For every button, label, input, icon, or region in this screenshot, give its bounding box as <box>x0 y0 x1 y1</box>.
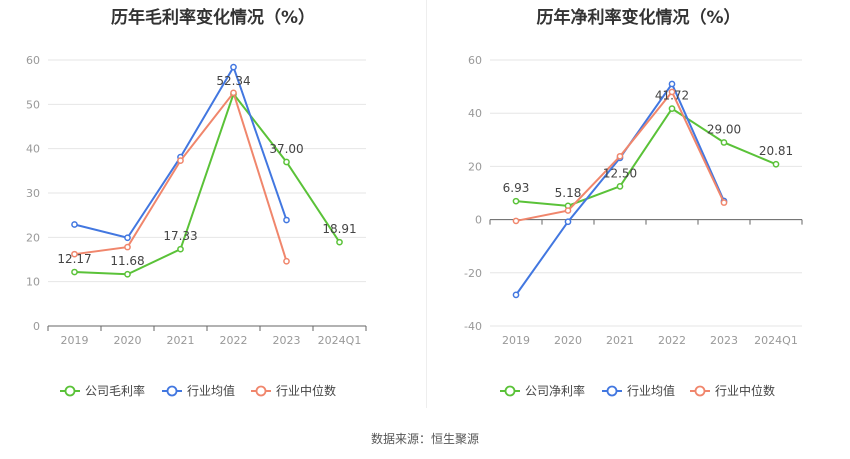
source-note: 数据来源：恒生聚源 <box>370 432 479 446</box>
x-tick-label: 2020 <box>554 334 582 347</box>
legend-label: 公司净利率 <box>525 383 585 398</box>
x-tick-label: 2023 <box>273 334 301 347</box>
legend-label: 公司毛利率 <box>85 383 145 398</box>
legend-marker <box>64 385 76 397</box>
gross-margin-chart: 0 10 20 30 40 50 60 2019 2020 2021 2022 2023 2024Q1 1… <box>26 54 367 398</box>
legend-marker <box>255 385 267 397</box>
data-point <box>230 63 237 71</box>
y-tick-label: -20 <box>464 267 482 280</box>
data-label: 12.50 <box>603 166 637 180</box>
y-tick-label: 60 <box>26 54 40 67</box>
legend-item[interactable]: 行业中位数 <box>251 383 336 398</box>
x-tick-label: 2024Q1 <box>754 334 798 347</box>
data-point <box>177 157 184 164</box>
series-line-0 <box>515 107 777 207</box>
data-point <box>71 268 78 276</box>
y-tick-label: 20 <box>26 231 40 244</box>
data-label: 11.68 <box>110 254 144 268</box>
y-tick-label: -40 <box>464 320 482 333</box>
legend-label: 行业中位数 <box>276 383 336 398</box>
data-point <box>616 152 624 160</box>
data-point <box>512 291 520 299</box>
legend-marker <box>606 385 618 397</box>
x-tick-label: 2019 <box>61 334 89 347</box>
data-point <box>124 234 131 242</box>
data-point <box>336 238 343 246</box>
data-point <box>71 221 78 228</box>
y-tick-label: 30 <box>26 187 40 200</box>
y-tick-label: 0 <box>33 320 40 333</box>
legend-label: 行业均值 <box>627 383 675 398</box>
net-margin-panel: 历年净利率变化情况（%） -40 -20 0 20 40 60 2019 2020 2021 20… <box>427 0 850 420</box>
legend-item[interactable]: 行业均值 <box>162 383 235 398</box>
data-label: 52.34 <box>216 74 250 88</box>
net-margin-chart: -40 -20 0 20 40 60 2019 2020 2021 2022 2023 2024Q1 6… <box>464 54 803 398</box>
data-point <box>124 243 131 251</box>
data-label: 20.81 <box>759 144 793 158</box>
data-label: 29.00 <box>707 122 741 136</box>
x-tick-label: 2021 <box>167 334 195 347</box>
data-point <box>512 197 520 205</box>
y-tick-label: 10 <box>26 276 40 289</box>
legend-label: 行业均值 <box>187 383 235 398</box>
data-point <box>668 80 676 88</box>
data-point <box>283 257 290 265</box>
legend-marker <box>504 385 516 397</box>
data-point <box>283 216 290 224</box>
y-tick-label: 40 <box>26 143 40 156</box>
chart-title: 历年净利率变化情况（%） <box>536 8 741 28</box>
data-label: 41.72 <box>655 89 689 103</box>
y-tick-label: 20 <box>468 160 482 173</box>
legend-label: 行业中位数 <box>715 383 775 398</box>
data-point <box>772 160 780 168</box>
data-point <box>668 88 676 96</box>
data-label: 6.93 <box>503 181 530 195</box>
x-tick-label: 2024Q1 <box>318 334 362 347</box>
y-tick-label: 60 <box>468 54 482 67</box>
legend-marker <box>166 385 178 397</box>
panel-divider <box>426 0 427 408</box>
data-point <box>283 158 290 166</box>
data-label: 37.00 <box>269 142 303 156</box>
legend-item[interactable]: 行业中位数 <box>690 383 775 398</box>
y-tick-label: 0 <box>475 214 482 227</box>
gross-margin-panel: 历年毛利率变化情况（%） 0 10 20 30 40 50 60 2019 2020 2021 20… <box>0 0 426 420</box>
data-point <box>564 218 572 226</box>
data-point <box>720 139 728 146</box>
data-label: 5.18 <box>555 186 582 200</box>
data-point <box>230 89 237 97</box>
data-point <box>616 183 624 190</box>
data-point <box>564 207 572 214</box>
legend-item[interactable]: 公司净利率 <box>500 383 585 398</box>
data-label: 17.33 <box>163 229 197 243</box>
series-line-0 <box>74 91 341 276</box>
legend-marker <box>694 385 706 397</box>
series-line-1 <box>74 64 288 239</box>
x-tick-label: 2020 <box>114 334 142 347</box>
x-tick-label: 2019 <box>502 334 530 347</box>
data-point <box>512 217 520 225</box>
x-tick-label: 2022 <box>658 334 686 347</box>
legend-item[interactable]: 行业均值 <box>602 383 675 398</box>
data-point <box>124 270 131 278</box>
data-point <box>668 105 676 112</box>
data-label: 12.17 <box>57 252 91 266</box>
data-point <box>720 199 728 206</box>
x-tick-label: 2022 <box>220 334 248 347</box>
y-tick-label: 40 <box>468 107 482 120</box>
y-tick-label: 50 <box>26 98 40 111</box>
data-point <box>71 250 78 258</box>
x-tick-label: 2021 <box>606 334 634 347</box>
data-label: 18.91 <box>322 222 356 236</box>
data-point <box>177 245 184 253</box>
x-tick-label: 2023 <box>710 334 738 347</box>
chart-title: 历年毛利率变化情况（%） <box>110 8 316 28</box>
legend-item[interactable]: 公司毛利率 <box>60 383 145 398</box>
